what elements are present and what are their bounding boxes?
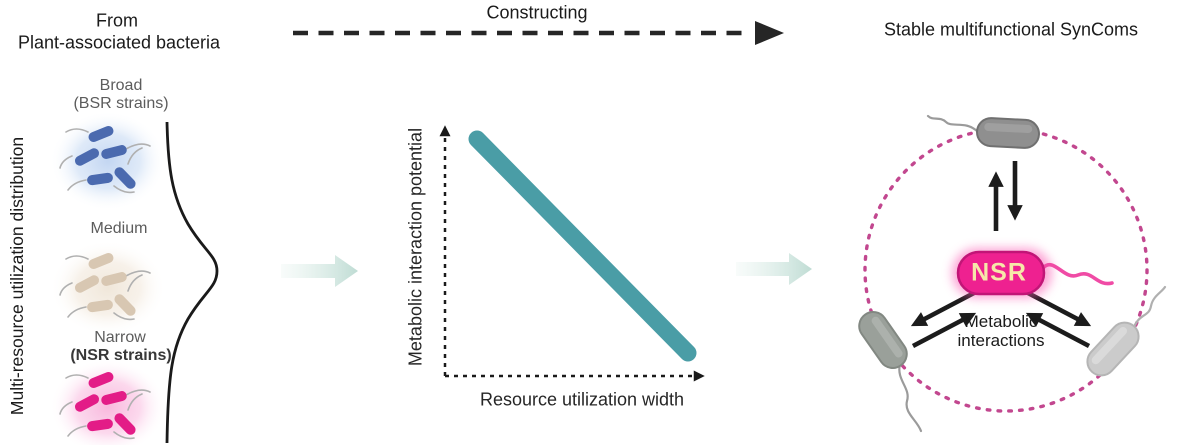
source-title-line2: Plant-associated bacteria (17, 32, 221, 53)
constructing-title: Constructing (486, 2, 588, 23)
nsr-bacterium-label: NSR (971, 258, 1027, 287)
nsr-bacteria-cluster-icon (50, 359, 166, 445)
interactions-label-line2: interactions (957, 331, 1045, 351)
partner-bacterium-left-icon (858, 311, 923, 433)
partner-bacterium-top-icon (926, 114, 1040, 149)
source-title-line1: From (96, 10, 138, 31)
distribution-curve (165, 121, 219, 444)
constructing-arrow (293, 21, 784, 45)
trend-chart (439, 125, 705, 382)
partner-bacterium-right-icon (1086, 285, 1167, 377)
group-label-medium: Medium (90, 219, 148, 237)
group-label-narrow-line1: Narrow (94, 328, 146, 346)
trend-line (468, 130, 697, 362)
medium-bacteria-cluster-icon (50, 240, 166, 336)
syncom-circle (863, 127, 1149, 413)
group-label-broad-line1: Broad (99, 76, 143, 94)
exchange-arrows-left (910, 290, 977, 349)
group-label-broad-line2: (BSR strains) (73, 94, 169, 112)
exchange-arrows-right (1025, 290, 1092, 349)
syncom-title: Stable multifunctional SynComs (883, 19, 1139, 40)
exchange-arrows-top (988, 161, 1023, 231)
interactions-label-line1: Metabolic (964, 312, 1038, 332)
chart-y-axis-label: Metabolic interaction potential (405, 127, 426, 367)
flow-arrow-right (736, 253, 812, 285)
flow-arrow-left (281, 255, 358, 287)
bsr-bacteria-cluster-icon (50, 111, 166, 211)
chart-x-axis-label: Resource utilization width (479, 389, 685, 410)
left-axis-label: Multi-resource utilization distribution (6, 136, 27, 416)
nsr-bacterium-icon (952, 248, 1114, 298)
group-label-narrow-line2: (NSR strains) (70, 346, 172, 364)
